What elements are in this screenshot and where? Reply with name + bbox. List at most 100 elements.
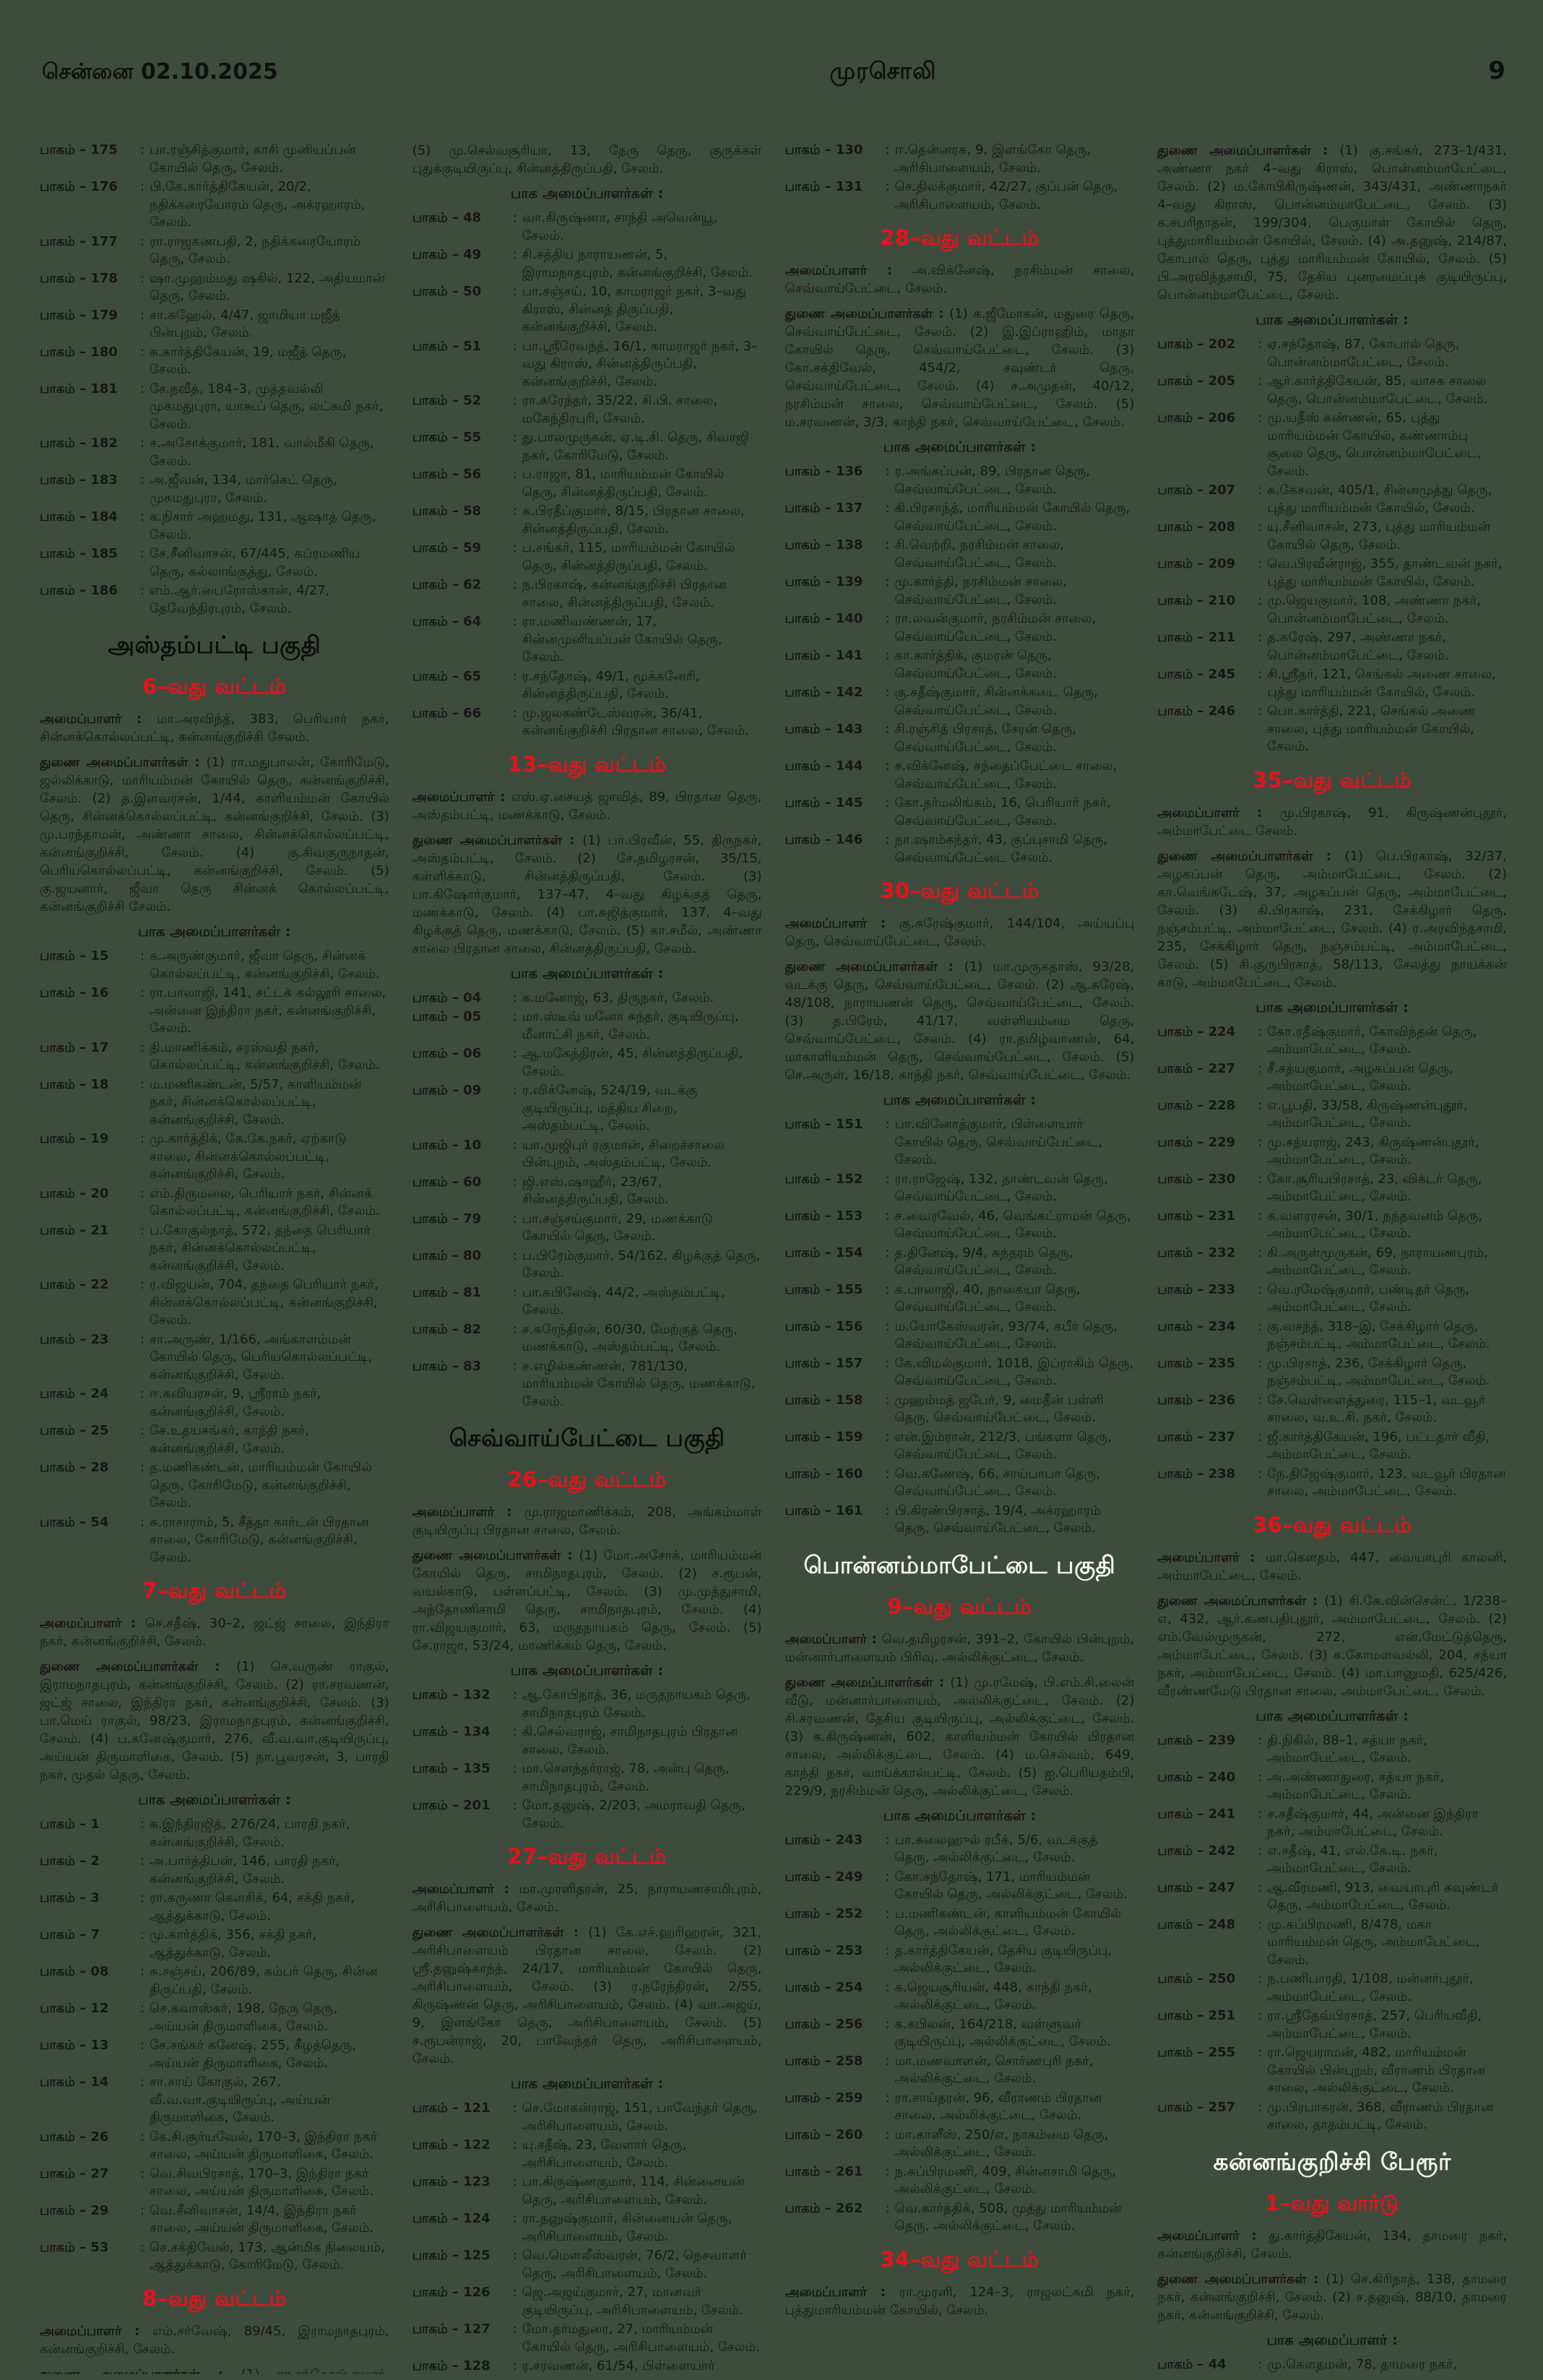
entry-colon: :	[139, 546, 145, 561]
directory-entry: பாகம் – 128: ர.சரவணன், 61/54, பிள்ளையார் …	[412, 2358, 762, 2374]
directory-entry: பாகம் – 246: பொ.கார்த்தி, 221, செங்கல் அண…	[1157, 703, 1507, 756]
entry-part-label: பாகம் – 18	[40, 1076, 109, 1092]
organizer-role-label: அமைப்பாளர் :	[1157, 2228, 1269, 2243]
organizer-role-label: துணை அமைப்பாளர்கள் :	[785, 1674, 951, 1690]
directory-entry: பாகம் – 227: சீ.சத்யகுமார், அழகப்பன் தெரு…	[1157, 1060, 1507, 1096]
entry-colon: :	[139, 1817, 145, 1832]
entry-colon: :	[139, 1514, 145, 1530]
entry-colon: :	[139, 2202, 145, 2218]
directory-entry: பாகம் – 49: சி.சத்திய நாராயணன், 5, இராமநா…	[412, 246, 762, 282]
entry-colon: :	[1258, 1097, 1263, 1113]
directory-entry: பாகம் – 83: ச.எழில்கண்ணன், 781/130, மாரிய…	[412, 1358, 762, 1411]
entry-colon: :	[885, 464, 890, 479]
entry-part-label: பாகம் – 56	[412, 467, 482, 482]
entry-colon: :	[512, 247, 517, 262]
directory-entry: பாகம் – 146: நா.ஷாம்சுந்தர், 43, குப்புசா…	[785, 831, 1135, 867]
directory-entry: பாகம் – 240: அ.அண்ணாதுரை, சத்யா நகர், அம்…	[1157, 1769, 1507, 1804]
entry-colon: :	[512, 990, 517, 1005]
organizer-paragraph: துணை அமைப்பாளர்கள் : (1) செ.வருண் ராகுல்…	[40, 1659, 389, 1783]
entry-part-label: பாகம் – 66	[412, 705, 482, 721]
entry-colon: :	[512, 1174, 517, 1190]
entry-colon: :	[139, 142, 145, 157]
entry-text: க.கபிலன், 164/218, வள்ளுவர் குடியிருப்பு…	[894, 2016, 1111, 2050]
entry-colon: :	[139, 1039, 145, 1055]
entry-text: ச.அசோக்குமார், 181, வால்மீகி தெரு, சேலம்…	[150, 436, 374, 469]
entry-colon: :	[885, 1905, 890, 1921]
entry-part-label: பாகம் – 25	[40, 1423, 109, 1438]
organizer-paragraph: அமைப்பாளர் : எம்.சர்வேஷ், 89/45, இராமநாத…	[40, 2323, 389, 2357]
entry-colon: :	[885, 832, 890, 847]
entry-colon: :	[1258, 1024, 1263, 1039]
subsection-heading: பாக அமைப்பாளர்கள் :	[510, 1662, 664, 1679]
organizer-paragraph: அமைப்பாளர் : கு.சுரேஷ்குமார், 144/104, அ…	[785, 916, 1135, 949]
entry-part-label: பாகம் – 235	[1157, 1355, 1236, 1371]
area-section-heading: கன்னங்குறிச்சி பேரூர்	[1213, 2147, 1451, 2176]
directory-entry: பாகம் – 209: வெ.பிரவீன்ராஜ், 355, தாண்டவன…	[1157, 555, 1507, 591]
entry-text: ர.சந்தோஷ், 49/1, மூக்கனேரி, சின்னத்திருப…	[522, 668, 700, 702]
entry-colon: :	[139, 1460, 145, 1475]
entry-text: மு.சுப்பிரமணி, 8/478, மகா மாரியம்மன் தெர…	[1267, 1916, 1480, 1968]
entry-part-label: பாகம் – 209	[1157, 556, 1236, 571]
directory-entry: பாகம் – 82: ச.சுரேந்திரன், 60/30, மேற்குத…	[412, 1321, 762, 1356]
organizer-role-label: துணை அமைப்பாளர்கள் :	[1157, 1593, 1325, 1609]
entry-part-label: பாகம் – 49	[412, 247, 482, 262]
entry-part-label: பாகம் – 177	[40, 233, 118, 249]
entry-text: யு.சீனிவாசன், 273, புத்து மாரியம்மன் கோய…	[1267, 519, 1491, 553]
directory-entry: பாகம் – 66: மு.ஜலகண்டேஸ்வரன், 36/41, கன்ன…	[412, 705, 762, 740]
directory-entry: பாகம் – 10: யா.முஜிபுர் ரகுமான், சிறைச்சா…	[412, 1137, 762, 1172]
entry-text: பா.சுலைஹுல் ரபீக், 5/6, வடக்குத் தெரு, அ…	[894, 1832, 1098, 1866]
entry-text: கோ.ரதீஷ்குமார், கோவிந்தன் தெரு, அம்மாபேட…	[1267, 1024, 1477, 1057]
directory-entry: பாகம் – 207: க.கேசவன், 405/1, சின்னமுத்து…	[1157, 482, 1507, 517]
entry-colon: :	[1258, 1429, 1263, 1445]
entry-text: ந.பிரகாஷ், கன்னங்குறிச்சி பிரதான சாலை, ச…	[522, 577, 727, 610]
entry-text: தி.மாணிக்கம், சரஸ்வதி நகர், கொல்லப்பட்டி…	[150, 1039, 380, 1073]
entry-colon: :	[139, 2038, 145, 2053]
directory-entry: பாகம் – 254: க.ஜெயசூரியன், 448, காந்தி நக…	[785, 1979, 1135, 2015]
organizer-role-label: அமைப்பாளர் :	[785, 263, 913, 278]
directory-entry: பாகம் – 160: வெ.கணேஷ், 66, சாய்பாபா தெரு,…	[785, 1466, 1135, 1501]
subsection-heading: பாக அமைப்பாளர்கள் :	[138, 1791, 291, 1808]
entry-part-label: பாகம் – 26	[40, 2129, 109, 2145]
directory-entry: பாகம் – 80: ப.பிரேம்குமார், 54/162, கிழக்…	[412, 1247, 762, 1283]
entry-colon: :	[139, 2239, 145, 2255]
directory-entry: பாகம் – 248: மு.சுப்பிரமணி, 8/478, மகா மா…	[1157, 1916, 1507, 1970]
entry-part-label: பாகம் – 48	[412, 210, 482, 225]
entry-part-label: பாகம் – 242	[1157, 1843, 1236, 1858]
organizer-role-label: அமைப்பாளர் :	[412, 1505, 524, 1520]
directory-entry: பாகம் – 179: சா.சுஹேல், 4/47, ஜாமியா மஜீத…	[40, 307, 389, 342]
directory-entry: பாகம் – 135: மா.சௌந்தர்ராஜ், 78, அன்பு தெ…	[412, 1760, 762, 1796]
entry-text: சு.இந்திரஜித், 276/24, பாரதி நகர், கன்னங…	[150, 1817, 350, 1850]
entry-text: கி.அருள்முருகன், 69, நாராயணபுரம், அம்மாப…	[1267, 1245, 1488, 1278]
entry-text: எ.பூபதி, 33/58, கிருஷ்ணன்புதூர், அம்மாபே…	[1267, 1097, 1468, 1131]
entry-colon: :	[139, 2001, 145, 2016]
page-number: 9	[1488, 56, 1505, 85]
directory-entry: பாகம் – 236: சே.வெள்ளைத்துரை, 115–1, வடவூ…	[1157, 1392, 1507, 1427]
entry-colon: :	[512, 2358, 517, 2373]
entry-text: ர.விக்னேஷ், 524/19, வடக்கு குடியிருப்பு,…	[522, 1083, 698, 1133]
directory-columns: பாகம் – 175: பா.ரஞ்சித்குமார், காசி முனிய…	[40, 142, 1507, 2374]
masthead: சென்னை 02.10.2025 முரசொலி 9	[42, 56, 1505, 87]
entry-part-label: பாகம் – 139	[785, 574, 863, 589]
entry-colon: :	[885, 685, 890, 700]
entry-part-label: பாகம் – 05	[412, 1009, 482, 1024]
entry-text: மு.ஜெயகுமார், 108, அண்ணா நகர், பொன்னம்மா…	[1267, 593, 1481, 626]
organizer-paragraph: அமைப்பாளர் : து.கார்த்திகேயன், 134, தாமர…	[1157, 2228, 1507, 2262]
entry-colon: :	[885, 1171, 890, 1187]
entry-colon: :	[139, 2165, 145, 2181]
entry-part-label: பாகம் – 1	[40, 1817, 100, 1832]
entry-text: சி.சத்திய நாராயணன், 5, இராமநாதபுரம், கன்…	[522, 247, 753, 280]
entry-part-label: பாகம் – 227	[1157, 1060, 1236, 1076]
directory-entry: பாகம் – 249: கோ.சந்தோஷ், 171, மாரியம்மன் …	[785, 1869, 1135, 1904]
entry-colon: :	[885, 501, 890, 516]
entry-text: கு.சதீஷ்குமார், சின்னக்கடை தெரு, செவ்வாய…	[894, 685, 1098, 718]
entry-text: வெ.கார்த்திக், 508, முத்து மாரியம்மன் தெ…	[894, 2200, 1122, 2234]
entry-text: செ.திலக்குமார், 42/27, குப்பன் தெரு, அரி…	[894, 179, 1118, 212]
entry-part-label: பாகம் – 161	[785, 1502, 863, 1518]
entry-text: எ.சதீஷ், 41, எல்.கே.டி. நகர், அம்மாபேட்ட…	[1267, 1843, 1438, 1877]
entry-text: பா.கிருஷ்ணகுமார், 114, சின்னையன் தெரு, அ…	[522, 2174, 745, 2207]
entry-text: பா.சஞ்சய்குமார், 29, மணக்காடு கோயில் தெர…	[522, 1211, 713, 1245]
entry-colon: :	[139, 1076, 145, 1092]
entry-text: சா.அருண், 1/166, அங்காளம்மன் கோயில் தெரு…	[150, 1331, 373, 1382]
entry-colon: :	[1258, 1466, 1263, 1481]
entry-part-label: பாகம் – 175	[40, 142, 118, 157]
